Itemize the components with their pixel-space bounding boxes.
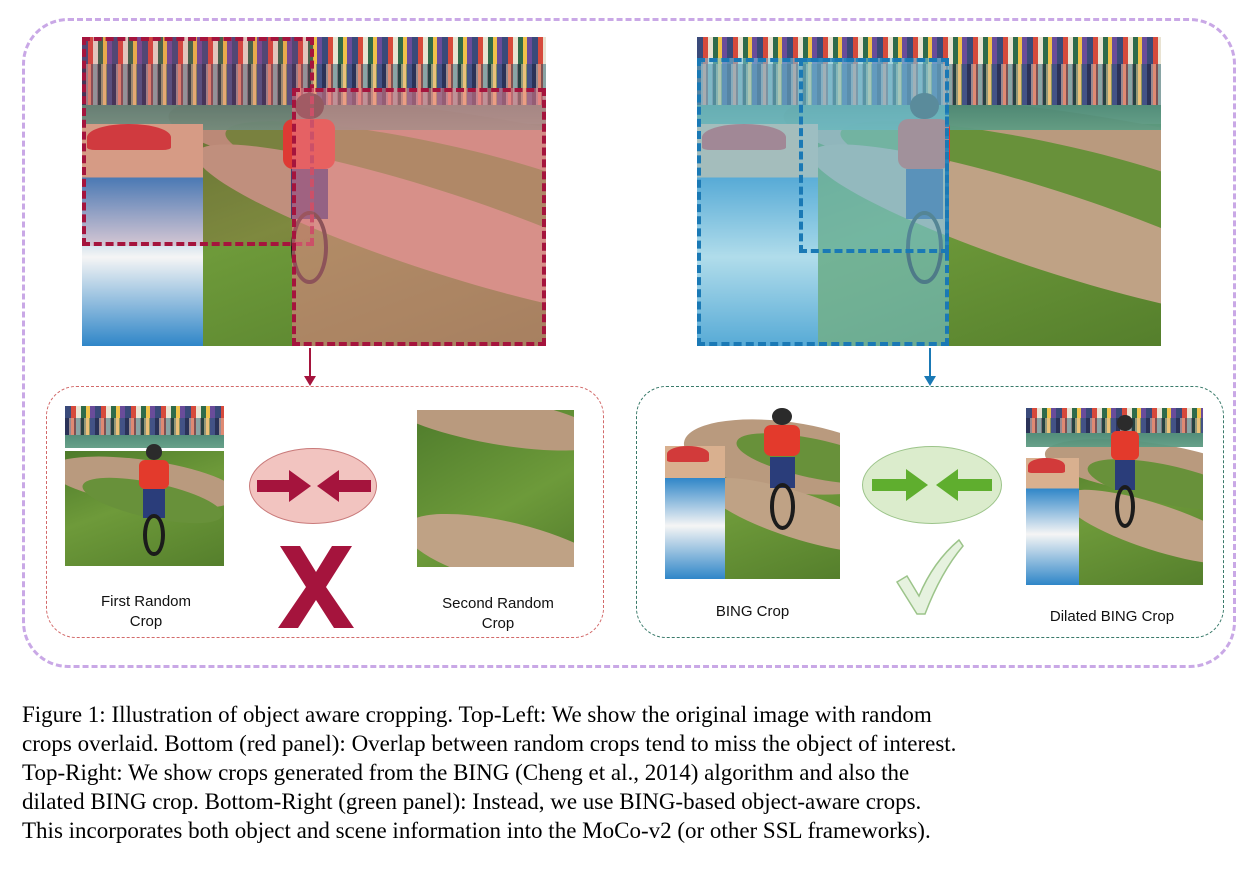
dilated-bing-crop-box: [697, 58, 949, 346]
figure-caption: Figure 1: Illustration of object aware c…: [22, 700, 1238, 845]
converging-arrows-icon: [872, 469, 992, 501]
second-random-crop-box: [292, 88, 546, 346]
red-panel: [46, 386, 604, 638]
dilated-bing-crop-label: Dilated BING Crop: [1049, 608, 1175, 625]
original-image-bing-crops: [697, 37, 1161, 346]
first-random-crop-image: [65, 406, 224, 566]
cross-mark-icon: [278, 546, 354, 628]
red-down-arrow: [309, 348, 311, 378]
blue-down-arrow-head: [924, 376, 936, 386]
second-random-crop-image: [417, 410, 574, 567]
red-down-arrow-head: [304, 376, 316, 386]
bing-crop-box: [799, 58, 949, 253]
caption-line: Figure 1: Illustration of object aware c…: [22, 702, 932, 727]
converging-arrows-icon: [257, 470, 371, 502]
bing-crop-label: BING Crop: [715, 603, 790, 620]
caption-line: dilated BING crop. Bottom-Right (green p…: [22, 789, 922, 814]
dilated-bing-crop-image: [1026, 408, 1203, 585]
caption-line: Top-Right: We show crops generated from …: [22, 760, 910, 785]
bing-crop-image: [665, 404, 840, 579]
first-random-crop-label: First Random Crop: [100, 593, 192, 630]
blue-down-arrow: [929, 348, 931, 378]
green-panel: [636, 386, 1224, 638]
figure-frame: [22, 18, 1236, 668]
caption-line: This incorporates both object and scene …: [22, 818, 931, 843]
caption-line: crops overlaid. Bottom (red panel): Over…: [22, 731, 957, 756]
first-random-crop-box: [82, 37, 314, 246]
second-random-crop-label: Second Random Crop: [442, 595, 554, 632]
original-image-random-crops: [82, 37, 546, 346]
check-mark-icon: [895, 538, 964, 615]
